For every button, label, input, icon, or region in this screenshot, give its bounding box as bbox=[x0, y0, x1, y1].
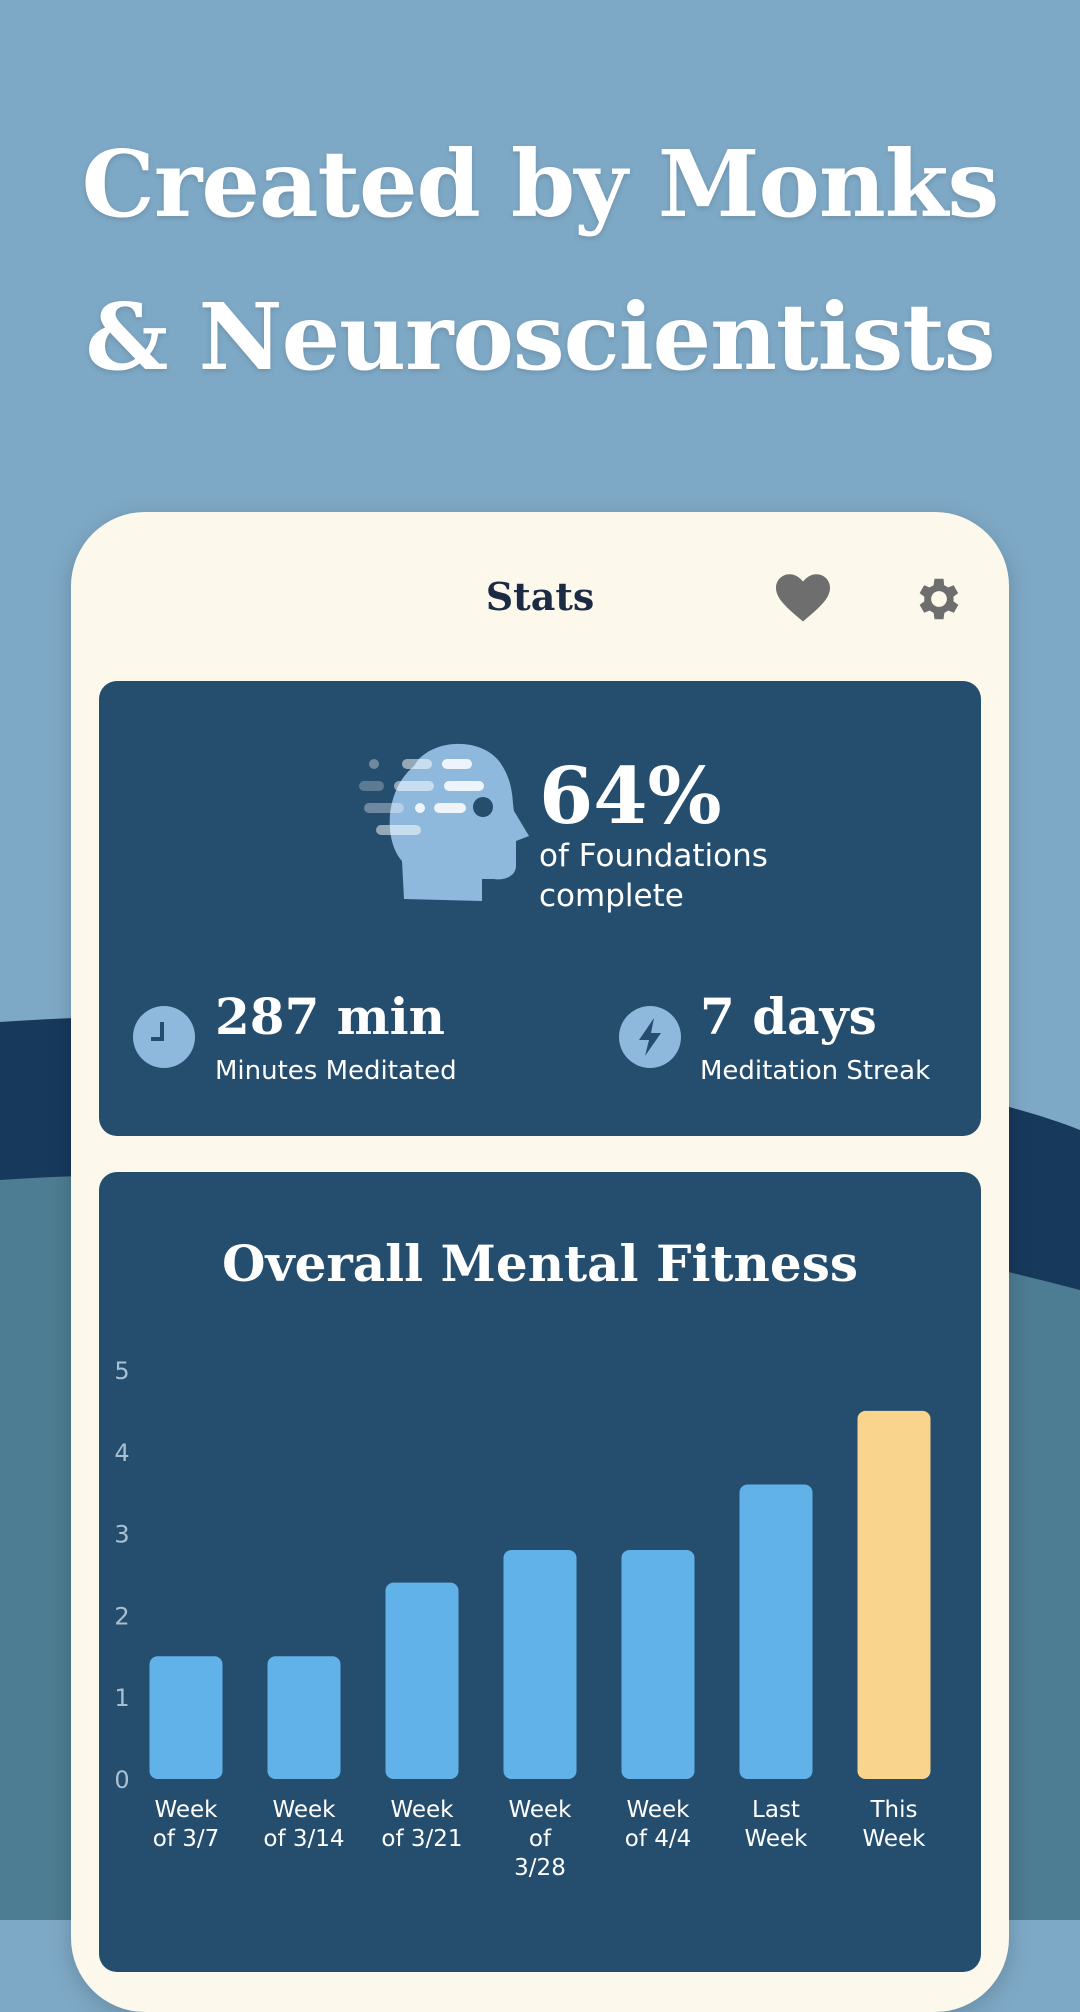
chart-title: Overall Mental Fitness bbox=[221, 1234, 858, 1293]
minutes-label: Minutes Meditated bbox=[215, 1056, 457, 1086]
streak-value: 7 days bbox=[700, 987, 877, 1046]
mental-fitness-chart-panel: Overall Mental Fitness 0 1 2 3 4 5 Week of 3/7 W… bbox=[99, 1172, 981, 1972]
bar bbox=[267, 1656, 341, 1779]
bar bbox=[385, 1582, 459, 1779]
y-tick-label: 1 bbox=[114, 1684, 129, 1712]
x-tick-label: Week bbox=[744, 1826, 808, 1852]
x-tick-label: Last bbox=[752, 1797, 800, 1823]
minutes-value: 287 min bbox=[215, 987, 446, 1046]
streak-label: Meditation Streak bbox=[700, 1056, 931, 1086]
x-tick-label: of 3/14 bbox=[263, 1826, 344, 1852]
foundations-label-2: complete bbox=[539, 878, 684, 914]
gear-icon[interactable] bbox=[912, 572, 966, 626]
x-tick-label: 3/28 bbox=[514, 1855, 566, 1881]
mental-fitness-bar-chart: 0 1 2 3 4 5 Week of 3/7 Week of 3/14 Week of 3/21 We… bbox=[114, 1357, 931, 1881]
x-tick-label: Week bbox=[626, 1797, 690, 1823]
bar bbox=[149, 1656, 223, 1779]
y-tick-label: 3 bbox=[114, 1521, 129, 1549]
y-tick-label: 0 bbox=[114, 1766, 129, 1794]
x-tick-label: of 4/4 bbox=[625, 1826, 692, 1852]
x-tick-label: Week bbox=[154, 1797, 218, 1823]
clock-icon bbox=[133, 1006, 195, 1068]
page-title: Stats bbox=[485, 574, 595, 619]
x-tick-label: of 3/7 bbox=[153, 1826, 220, 1852]
x-tick-label: Week bbox=[272, 1797, 336, 1823]
bar bbox=[621, 1549, 695, 1779]
bar bbox=[503, 1549, 577, 1779]
x-tick-label: Week bbox=[390, 1797, 454, 1823]
head-icon bbox=[359, 743, 529, 901]
y-tick-label: 5 bbox=[114, 1357, 129, 1385]
headline-line-2: & Neuroscientists bbox=[85, 283, 995, 391]
x-tick-label: Week bbox=[508, 1797, 572, 1823]
lightning-bolt-icon bbox=[619, 1006, 681, 1068]
x-tick-label: of 3/21 bbox=[381, 1826, 462, 1852]
y-tick-label: 2 bbox=[114, 1602, 129, 1630]
heart-icon[interactable] bbox=[776, 574, 830, 624]
bar bbox=[739, 1484, 813, 1779]
bar bbox=[857, 1410, 931, 1779]
x-tick-label: Week bbox=[862, 1826, 926, 1852]
y-tick-label: 4 bbox=[114, 1439, 129, 1467]
x-tick-label: This bbox=[870, 1797, 918, 1823]
stats-summary-panel: 64% of Foundations complete 287 min Minu… bbox=[99, 681, 981, 1136]
x-tick-label: of bbox=[529, 1826, 552, 1852]
foundations-label-1: of Foundations bbox=[539, 838, 768, 874]
headline-line-1: Created by Monks bbox=[81, 130, 1000, 238]
foundations-percent: 64% bbox=[539, 751, 722, 842]
